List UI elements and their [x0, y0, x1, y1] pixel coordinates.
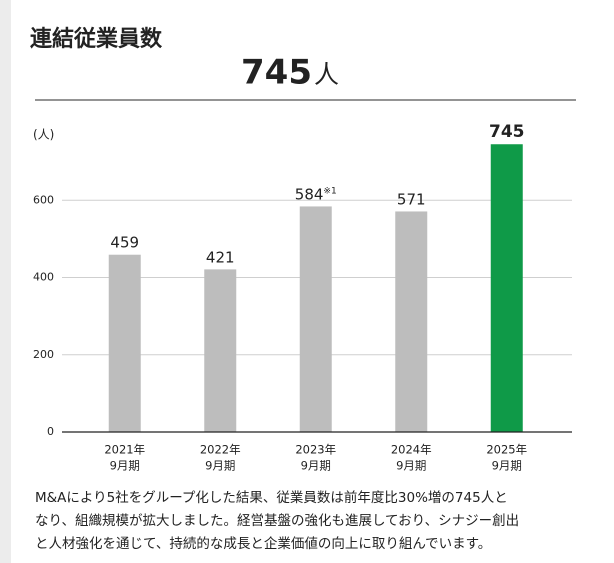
headline-unit: 人	[314, 60, 339, 89]
bar	[395, 211, 428, 432]
bar	[204, 269, 237, 432]
y-tick-label: 0	[47, 425, 54, 438]
x-tick-label: 9月期	[301, 459, 331, 473]
description-line: と人材強化を通じて、持続的な成長と企業価値の向上に取り組んでいます。	[35, 535, 491, 552]
data-label-value: 459	[110, 233, 139, 251]
data-label: 571	[397, 190, 426, 208]
data-label: 745	[489, 122, 525, 142]
data-label-value: 584	[295, 185, 324, 203]
description-line: なり、組織規模が拡大しました。経営基盤の強化も進展しており、シナジー創出	[35, 512, 519, 529]
description-line: M&Aにより5社をグループ化した結果、従業員数は前年度比30%増の745人と	[35, 489, 508, 506]
data-label: 584※1	[295, 185, 337, 203]
x-tick-label: 9月期	[205, 459, 235, 473]
data-label-value: 421	[206, 248, 235, 266]
bar	[108, 254, 141, 432]
data-label-value: 745	[489, 122, 525, 142]
bar	[299, 206, 332, 432]
x-tick-label: 2024年	[391, 443, 432, 457]
x-tick-label: 9月期	[396, 459, 426, 473]
data-label-value: 571	[397, 190, 426, 208]
x-tick-label: 2025年	[486, 443, 527, 457]
title: 連結従業員数	[30, 26, 163, 52]
headline-value: 745	[241, 53, 312, 93]
data-label: 459	[110, 233, 139, 251]
y-tick-label: 200	[33, 348, 54, 361]
y-tick-label: 600	[33, 193, 54, 206]
y-tick-label: 400	[33, 271, 54, 284]
x-tick-label: 2022年	[200, 443, 241, 457]
y-axis-label: (人)	[33, 128, 54, 142]
data-label-note: ※1	[323, 186, 336, 196]
x-tick-label: 9月期	[110, 459, 140, 473]
x-tick-label: 9月期	[492, 459, 522, 473]
x-tick-label: 2023年	[295, 443, 336, 457]
data-label: 421	[206, 248, 235, 266]
side-strip	[0, 0, 11, 563]
bar	[490, 144, 523, 432]
x-tick-label: 2021年	[104, 443, 145, 457]
